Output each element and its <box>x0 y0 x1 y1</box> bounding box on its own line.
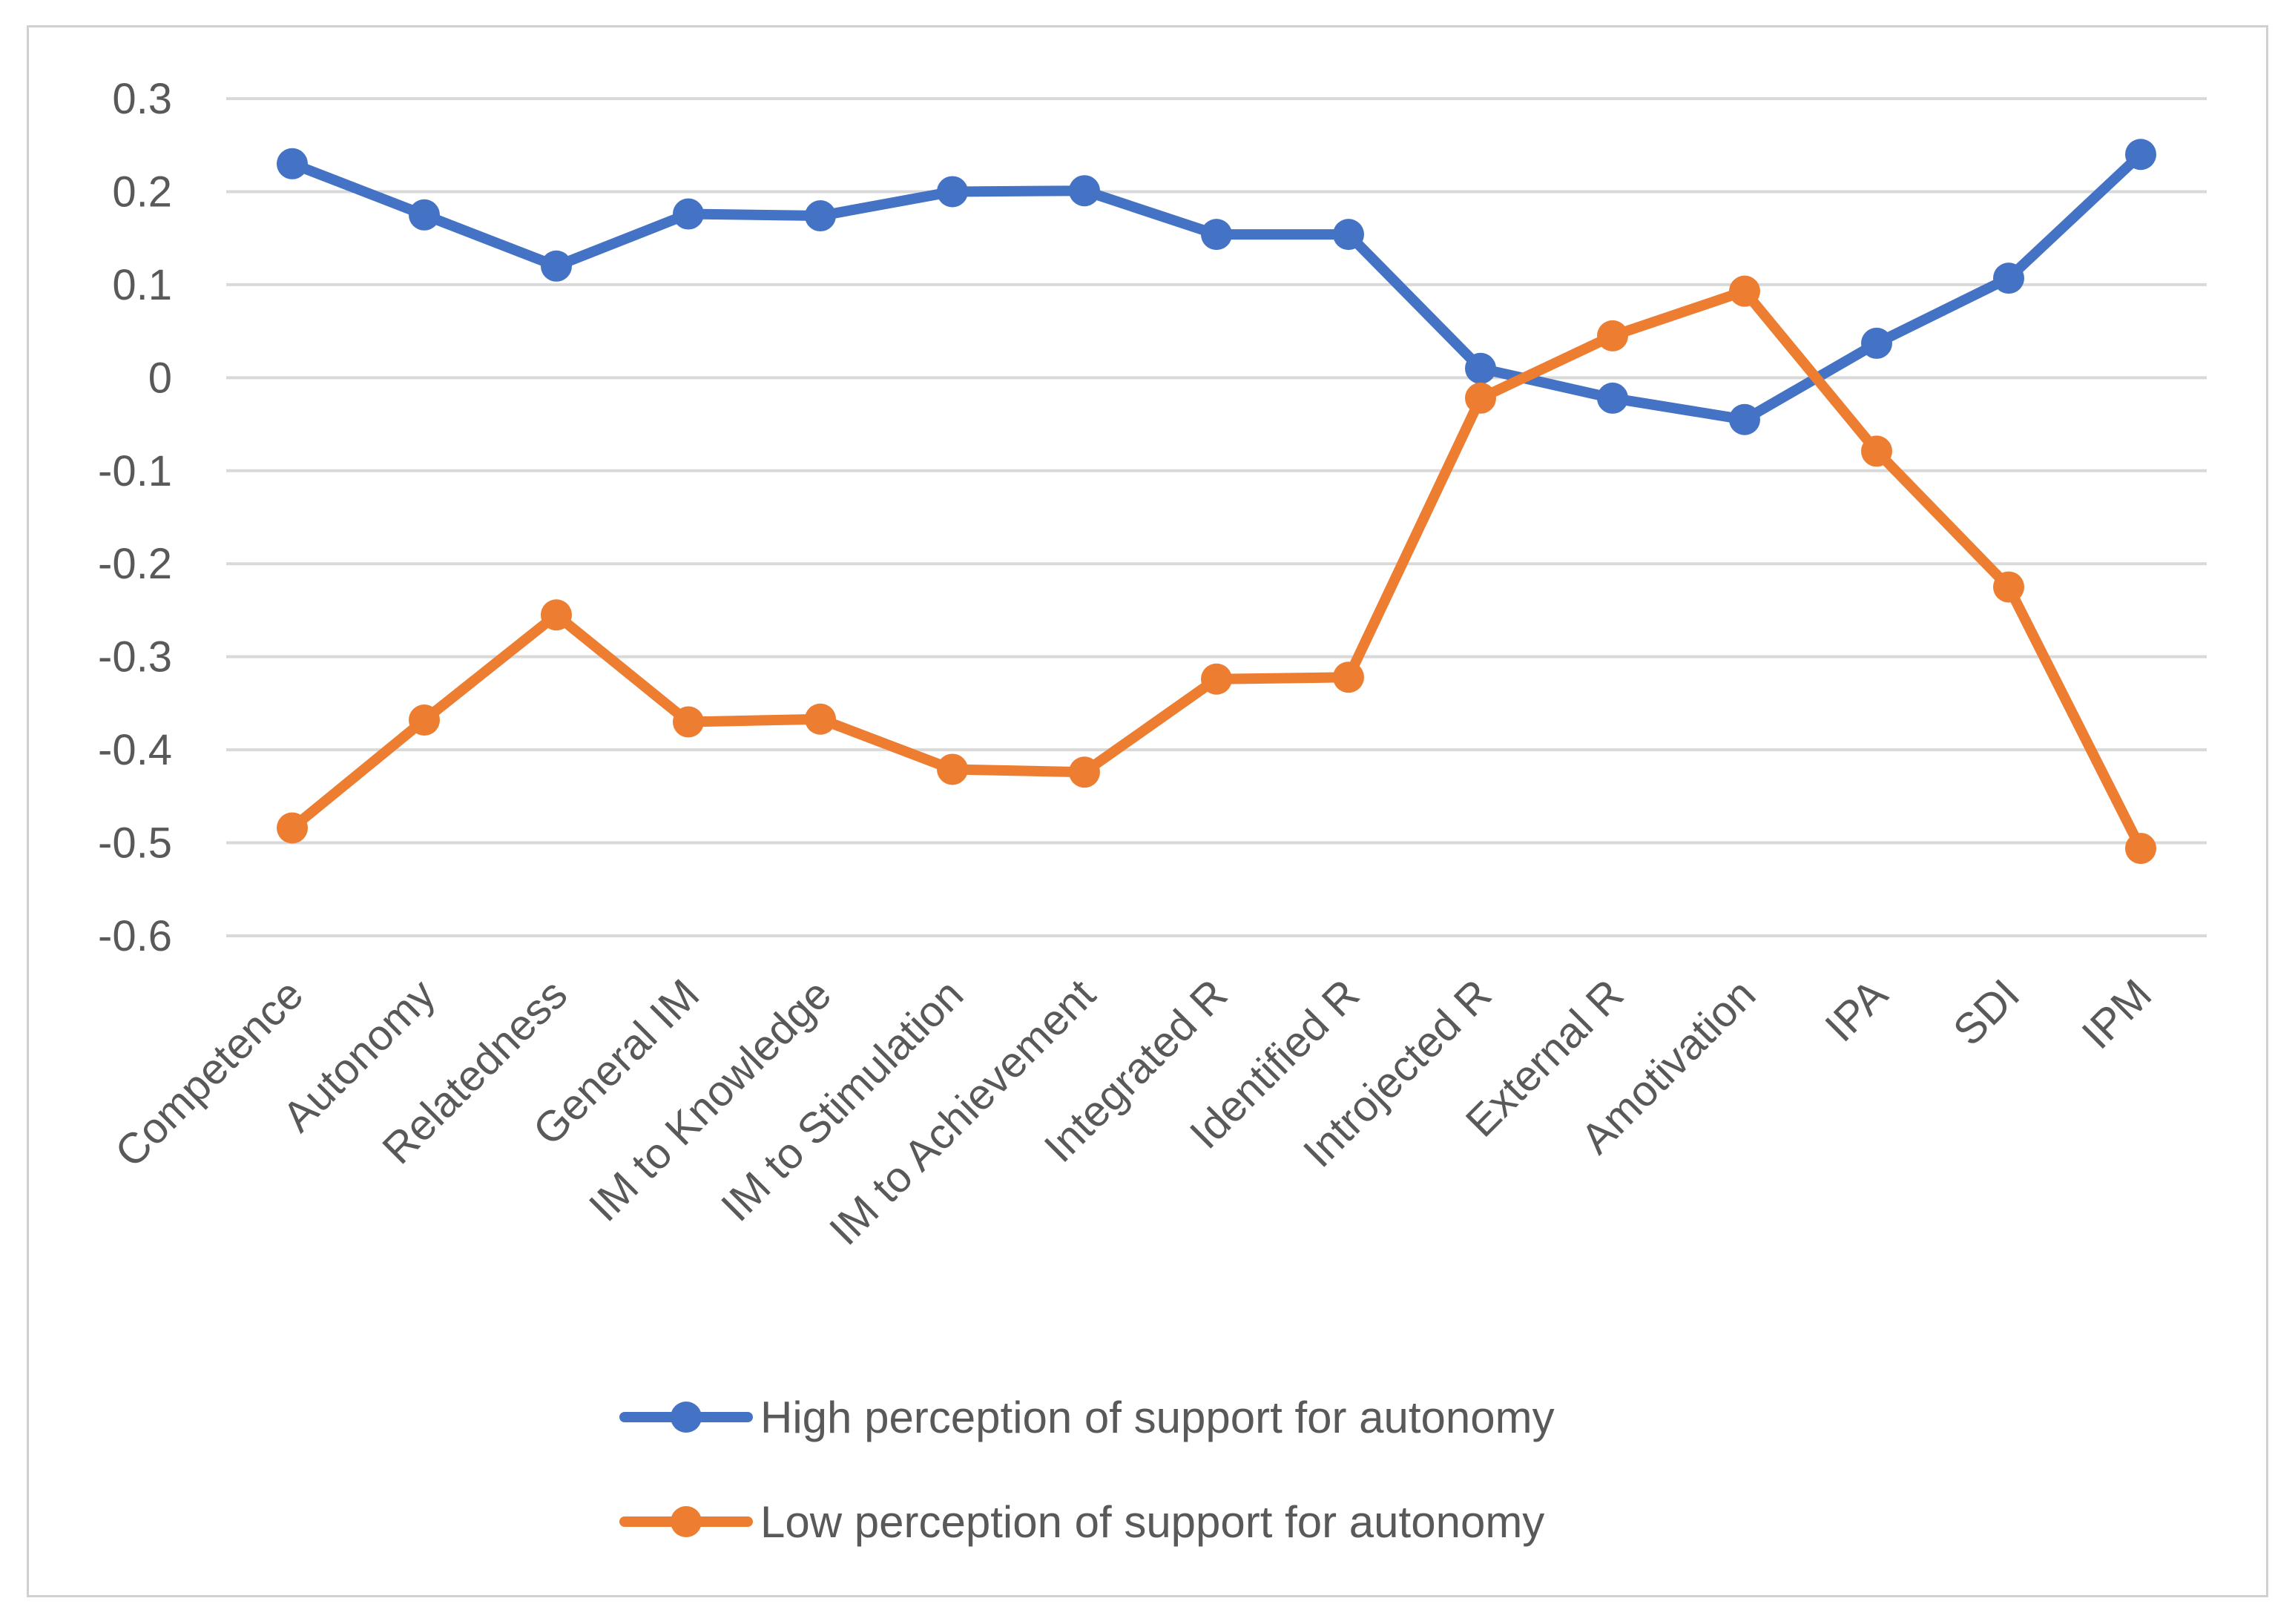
data-point <box>277 812 308 844</box>
y-tick-label: -0.5 <box>98 819 172 868</box>
x-tick-label: Competence <box>106 970 313 1177</box>
series-2 <box>277 275 2156 865</box>
series-1 <box>277 139 2156 435</box>
data-point <box>805 200 836 232</box>
y-tick-label: 0.1 <box>112 261 172 309</box>
data-point <box>1069 756 1100 788</box>
data-point <box>277 148 308 179</box>
data-point <box>541 250 572 282</box>
legend-item: High perception of support for autonomy <box>619 1393 1555 1442</box>
data-point <box>1993 263 2024 294</box>
series-lines <box>277 139 2156 865</box>
y-tick-label: -0.4 <box>98 726 172 774</box>
data-point <box>1729 275 1760 307</box>
legend-label: Low perception of support for autonomy <box>760 1497 1544 1547</box>
x-tick-label: SDI <box>1944 970 2029 1054</box>
chart-frame <box>27 25 2268 1597</box>
y-tick-label: -0.2 <box>98 540 172 588</box>
x-tick-label: IPA <box>1816 970 1897 1051</box>
series-line <box>287 149 2146 425</box>
data-point <box>937 753 968 785</box>
legend-label: High perception of support for autonomy <box>760 1393 1555 1442</box>
data-point <box>1069 175 1100 207</box>
gridlines <box>226 97 2207 937</box>
series-line <box>287 285 2146 854</box>
y-tick-label: -0.1 <box>98 447 172 495</box>
data-point <box>1465 352 1496 384</box>
data-point <box>1861 435 1892 467</box>
x-tick-label: IM to Knowledge <box>580 970 840 1230</box>
data-point <box>409 199 440 231</box>
data-point <box>541 599 572 631</box>
y-tick-label: 0 <box>148 354 172 402</box>
data-point <box>673 706 704 738</box>
data-point <box>2125 833 2156 865</box>
y-tick-label: 0.2 <box>112 168 172 216</box>
data-point <box>2125 139 2156 171</box>
x-tick-label: IPM <box>2072 970 2161 1058</box>
data-point <box>673 198 704 230</box>
x-tick-label: IM to Stimulation <box>712 970 972 1230</box>
y-axis-ticks: 0.3 0.2 0.1 0 -0.1 -0.2 -0.3 -0.4 -0.5 -0.6 <box>98 75 172 960</box>
legend: High perception of support for autonomy L… <box>619 1393 1555 1547</box>
legend-swatch-marker <box>671 1402 702 1433</box>
data-point <box>1201 663 1232 695</box>
legend-item: Low perception of support for autonomy <box>619 1497 1544 1547</box>
y-tick-label: 0.3 <box>112 75 172 123</box>
data-point <box>1465 382 1496 414</box>
data-point <box>1333 661 1364 693</box>
data-point <box>1597 320 1628 351</box>
data-point <box>1597 382 1628 414</box>
legend-swatch-marker <box>671 1506 702 1537</box>
data-point <box>1201 219 1232 251</box>
data-point <box>1993 571 2024 603</box>
y-tick-label: -0.3 <box>98 633 172 681</box>
data-point <box>409 704 440 736</box>
data-point <box>1729 403 1760 435</box>
y-tick-label: -0.6 <box>98 912 172 960</box>
data-point <box>1861 327 1892 359</box>
data-point <box>1333 219 1364 251</box>
data-point <box>805 703 836 735</box>
data-point <box>937 176 968 208</box>
